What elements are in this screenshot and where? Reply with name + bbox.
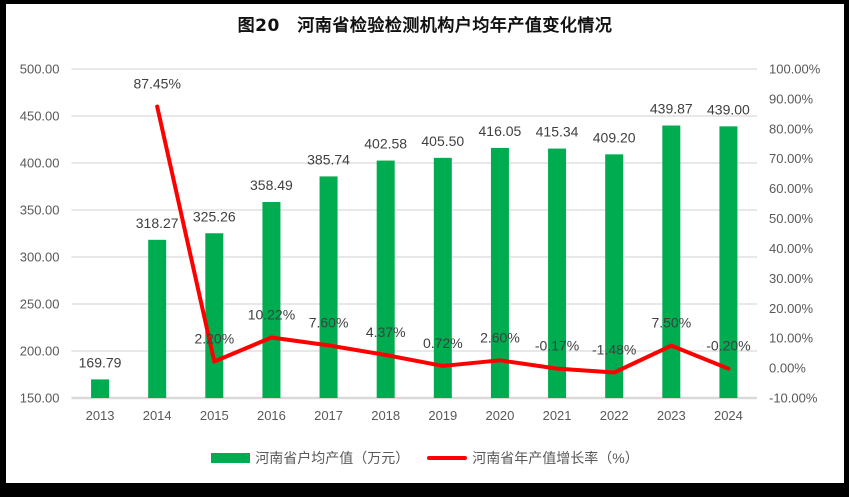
bar-series-legend-label: 河南省户均产值（万元） (255, 450, 410, 466)
left-axis-tick: 150.00 (20, 391, 60, 406)
bar-2021 (548, 148, 567, 398)
line-series-swatch (427, 456, 468, 460)
line-value-label: 7.50% (651, 315, 691, 331)
bar-value-label: 416.05 (479, 123, 522, 139)
chart-title: 图20 河南省检验检测机构户均年产值变化情况 (237, 16, 613, 36)
left-axis-tick: 200.00 (20, 344, 60, 359)
line-value-label: 10.22% (248, 307, 295, 323)
bar-2015 (205, 233, 224, 398)
x-axis-label: 2014 (143, 408, 172, 423)
bar-value-label: 439.00 (707, 101, 750, 117)
left-axis-tick: 500.00 (20, 62, 60, 77)
line-value-label: 2.20% (194, 331, 234, 347)
left-axis-tick: 350.00 (20, 203, 60, 218)
bar-value-label: 415.34 (536, 124, 579, 140)
bar-2013 (91, 379, 110, 398)
x-axis-label: 2015 (200, 408, 229, 423)
line-value-label: -1.48% (592, 342, 636, 358)
bar-value-label: 402.58 (364, 136, 407, 152)
chart-frame: 图20 河南省检验检测机构户均年产值变化情况 500.00 450.00 400.0… (6, 4, 844, 483)
x-axis-label: 2017 (314, 408, 343, 423)
bar-value-label: 409.20 (593, 129, 636, 145)
right-axis-tick: -10.00% (769, 391, 818, 406)
line-value-label: 2.60% (480, 329, 520, 345)
right-axis-tick: 30.00% (769, 271, 814, 286)
right-axis-tick: 0.00% (769, 361, 806, 376)
left-axis-tick: 300.00 (20, 250, 60, 265)
x-axis-label: 2020 (485, 408, 514, 423)
x-axis-label: 2016 (257, 408, 286, 423)
bar-2016 (262, 202, 281, 398)
x-axis-label: 2021 (543, 408, 572, 423)
chart-legend: 河南省户均产值（万元） 河南省年产值增长率（%） (6, 448, 844, 468)
right-axis-tick: 10.00% (769, 331, 814, 346)
right-axis-tick: 70.00% (769, 151, 814, 166)
bar-2019 (433, 157, 452, 398)
bar-2023 (662, 125, 681, 398)
x-axis-label: 2019 (428, 408, 457, 423)
bar-series-swatch (211, 453, 251, 463)
bar-value-label: 169.79 (79, 354, 122, 370)
right-axis-tick: 50.00% (769, 211, 814, 226)
growth-rate-line (155, 104, 731, 375)
bar-value-label: 318.27 (136, 215, 179, 231)
right-axis-tick: 80.00% (769, 121, 814, 136)
x-axis-label: 2018 (371, 408, 400, 423)
bar-2020 (490, 147, 509, 398)
x-axis-label: 2024 (714, 408, 743, 423)
bar-value-label: 385.74 (307, 151, 350, 167)
bar-2018 (376, 160, 395, 398)
line-series-legend-label: 河南省年产值增长率（%） (472, 450, 639, 466)
bar-value-label: 405.50 (421, 133, 464, 149)
right-axis-tick: 90.00% (769, 91, 814, 106)
bar-value-label: 358.49 (250, 177, 293, 193)
bar-2017 (319, 176, 338, 398)
left-axis-tick: 400.00 (20, 156, 60, 171)
bar-value-label: 325.26 (193, 208, 236, 224)
bar-value-label: 439.87 (650, 101, 693, 117)
right-axis-tick: 60.00% (769, 181, 814, 196)
right-axis-tick: 20.00% (769, 301, 814, 316)
bar-2014 (148, 239, 167, 398)
x-axis-label: 2013 (86, 408, 115, 423)
right-axis-tick: 40.00% (769, 241, 814, 256)
right-axis-tick: 100.00% (769, 62, 821, 77)
chart-canvas: 500.00 450.00 400.00 350.00 300.00 250.00 200.… (20, 62, 821, 424)
legend-item-bar-series: 河南省户均产值（万元） (211, 448, 409, 468)
left-axis-tick: 450.00 (20, 109, 60, 124)
line-value-label: 87.45% (133, 76, 180, 92)
x-axis-label: 2022 (600, 408, 629, 423)
line-value-label: 0.72% (423, 335, 463, 351)
bar-2024 (719, 126, 738, 398)
line-value-label: 7.60% (309, 314, 349, 330)
legend-item-line-series: 河南省年产值增长率（%） (427, 448, 639, 468)
line-value-label: -0.20% (706, 338, 750, 354)
x-axis-label: 2023 (657, 408, 686, 423)
left-axis-tick: 250.00 (20, 297, 60, 312)
line-value-label: -0.17% (535, 338, 579, 354)
line-value-label: 4.37% (366, 324, 406, 340)
bar-2022 (605, 154, 624, 398)
